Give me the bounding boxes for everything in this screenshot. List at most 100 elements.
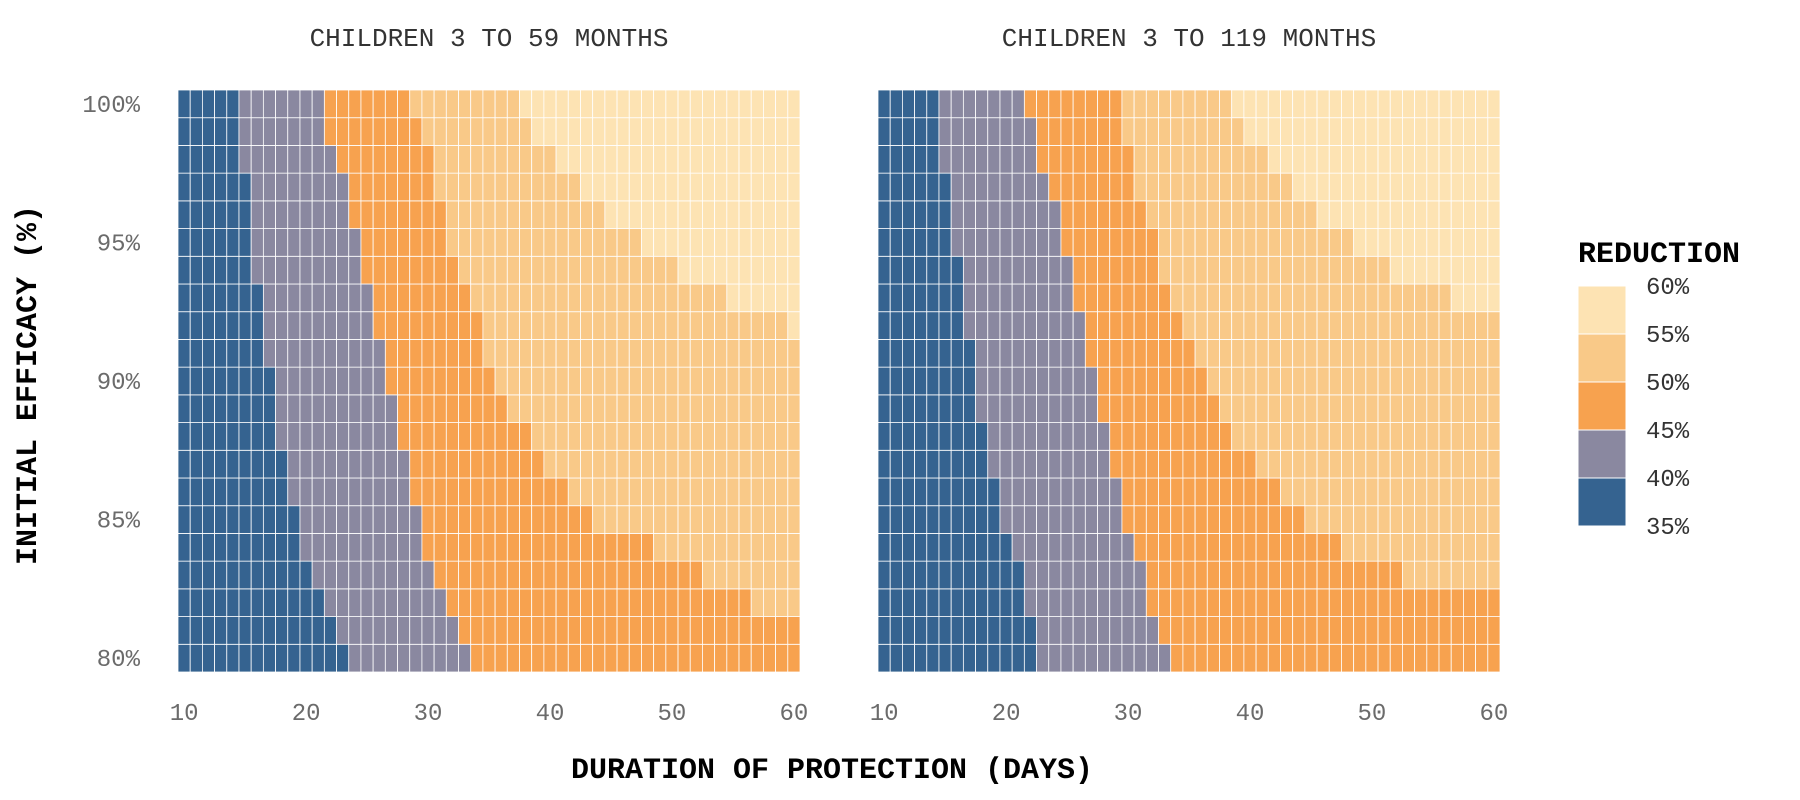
x-tick-label: 10 [870, 701, 899, 728]
heatmap-cell [1219, 255, 1233, 285]
heatmap-cell [299, 366, 313, 396]
heatmap-cell [189, 200, 203, 229]
heatmap-cell [1072, 89, 1086, 119]
heatmap-cell [1365, 505, 1379, 534]
heatmap-cell [1170, 311, 1184, 340]
heatmap-cell [372, 643, 386, 673]
heatmap-cell [677, 339, 691, 368]
heatmap-cell [409, 117, 423, 146]
heatmap-cell [201, 145, 215, 174]
heatmap-cell [214, 616, 228, 645]
panel-title: CHILDREN 3 TO 119 MONTHS [1002, 24, 1376, 54]
heatmap-cell [201, 89, 215, 119]
heatmap-cell [714, 311, 728, 340]
heatmap-cell [962, 339, 976, 368]
heatmap-cell [726, 228, 740, 257]
heatmap-cell [262, 228, 276, 257]
heatmap-cell [962, 560, 976, 590]
heatmap-cell [926, 422, 940, 451]
heatmap-cell [494, 560, 508, 590]
heatmap-cell [1255, 117, 1269, 146]
heatmap-cell [750, 366, 764, 396]
heatmap-cell [1170, 366, 1184, 396]
heatmap-cell [470, 560, 484, 590]
heatmap-cell [1365, 89, 1379, 119]
legend-label: 50% [1646, 371, 1690, 398]
heatmap-cell [702, 117, 716, 146]
heatmap-cell [1219, 449, 1233, 479]
heatmap-cell [494, 616, 508, 645]
heatmap-cell [1450, 255, 1464, 285]
heatmap-cell [1121, 339, 1135, 368]
heatmap-cell [604, 449, 618, 479]
heatmap-cell [1304, 477, 1318, 507]
heatmap-cell [1280, 616, 1294, 645]
heatmap-cell [506, 283, 520, 313]
heatmap-cell [1341, 89, 1355, 119]
heatmap-cell [665, 311, 679, 340]
heatmap-cell [1402, 643, 1416, 673]
heatmap-cell [287, 366, 301, 396]
heatmap-cell [506, 89, 520, 119]
heatmap-cell [901, 422, 915, 451]
heatmap-cell [750, 588, 764, 617]
heatmap-cell [1426, 255, 1440, 285]
heatmap-cell [531, 477, 545, 507]
heatmap-cell [1292, 283, 1306, 313]
heatmap-cell [421, 588, 435, 617]
heatmap-cell [458, 255, 472, 285]
heatmap-cell [1316, 533, 1330, 562]
heatmap-cell [1426, 145, 1440, 174]
heatmap-cell [445, 449, 459, 479]
heatmap-cell [531, 643, 545, 673]
heatmap-cell [348, 145, 362, 174]
heatmap-cell [1072, 422, 1086, 451]
heatmap-cell [1414, 560, 1428, 590]
heatmap-cell [641, 616, 655, 645]
heatmap-cell [311, 505, 325, 534]
heatmap-cell [926, 477, 940, 507]
heatmap-cell [1048, 117, 1062, 146]
heatmap-cell [580, 200, 594, 229]
y-tick-label: 95% [97, 231, 141, 258]
heatmap-cell [628, 394, 642, 423]
heatmap-cell [616, 311, 630, 340]
heatmap-cell [1036, 643, 1050, 673]
heatmap-cell [628, 643, 642, 673]
heatmap-cell [1353, 283, 1367, 313]
heatmap-cell [889, 422, 903, 451]
heatmap-cell [421, 117, 435, 146]
heatmap-cell [409, 560, 423, 590]
heatmap-cell [738, 449, 752, 479]
heatmap-cell [1182, 616, 1196, 645]
heatmap-cell [238, 449, 252, 479]
heatmap-cell [763, 394, 777, 423]
heatmap-cell [384, 255, 398, 285]
heatmap-cell [653, 200, 667, 229]
heatmap-cell [543, 505, 557, 534]
heatmap-cell [470, 311, 484, 340]
heatmap-cell [987, 311, 1001, 340]
heatmap-cell [1243, 283, 1257, 313]
heatmap-cell [226, 560, 240, 590]
heatmap-cell [1231, 394, 1245, 423]
heatmap-cell [214, 505, 228, 534]
heatmap-cell [1182, 200, 1196, 229]
heatmap-cell [1243, 560, 1257, 590]
heatmap-cell [1487, 533, 1501, 562]
heatmap-cell [1182, 228, 1196, 257]
heatmap-cell [950, 89, 964, 119]
heatmap-cell [531, 228, 545, 257]
heatmap-cell [1170, 145, 1184, 174]
heatmap-cell [1328, 366, 1342, 396]
heatmap-cell [287, 89, 301, 119]
heatmap-cell [702, 422, 716, 451]
heatmap-cell [250, 172, 264, 202]
legend-label: 35% [1646, 515, 1690, 542]
heatmap-cell [750, 255, 764, 285]
heatmap-cell [433, 283, 447, 313]
heatmap-cell [1243, 145, 1257, 174]
heatmap-cell [275, 200, 289, 229]
heatmap-cell [950, 228, 964, 257]
heatmap-cell [714, 560, 728, 590]
